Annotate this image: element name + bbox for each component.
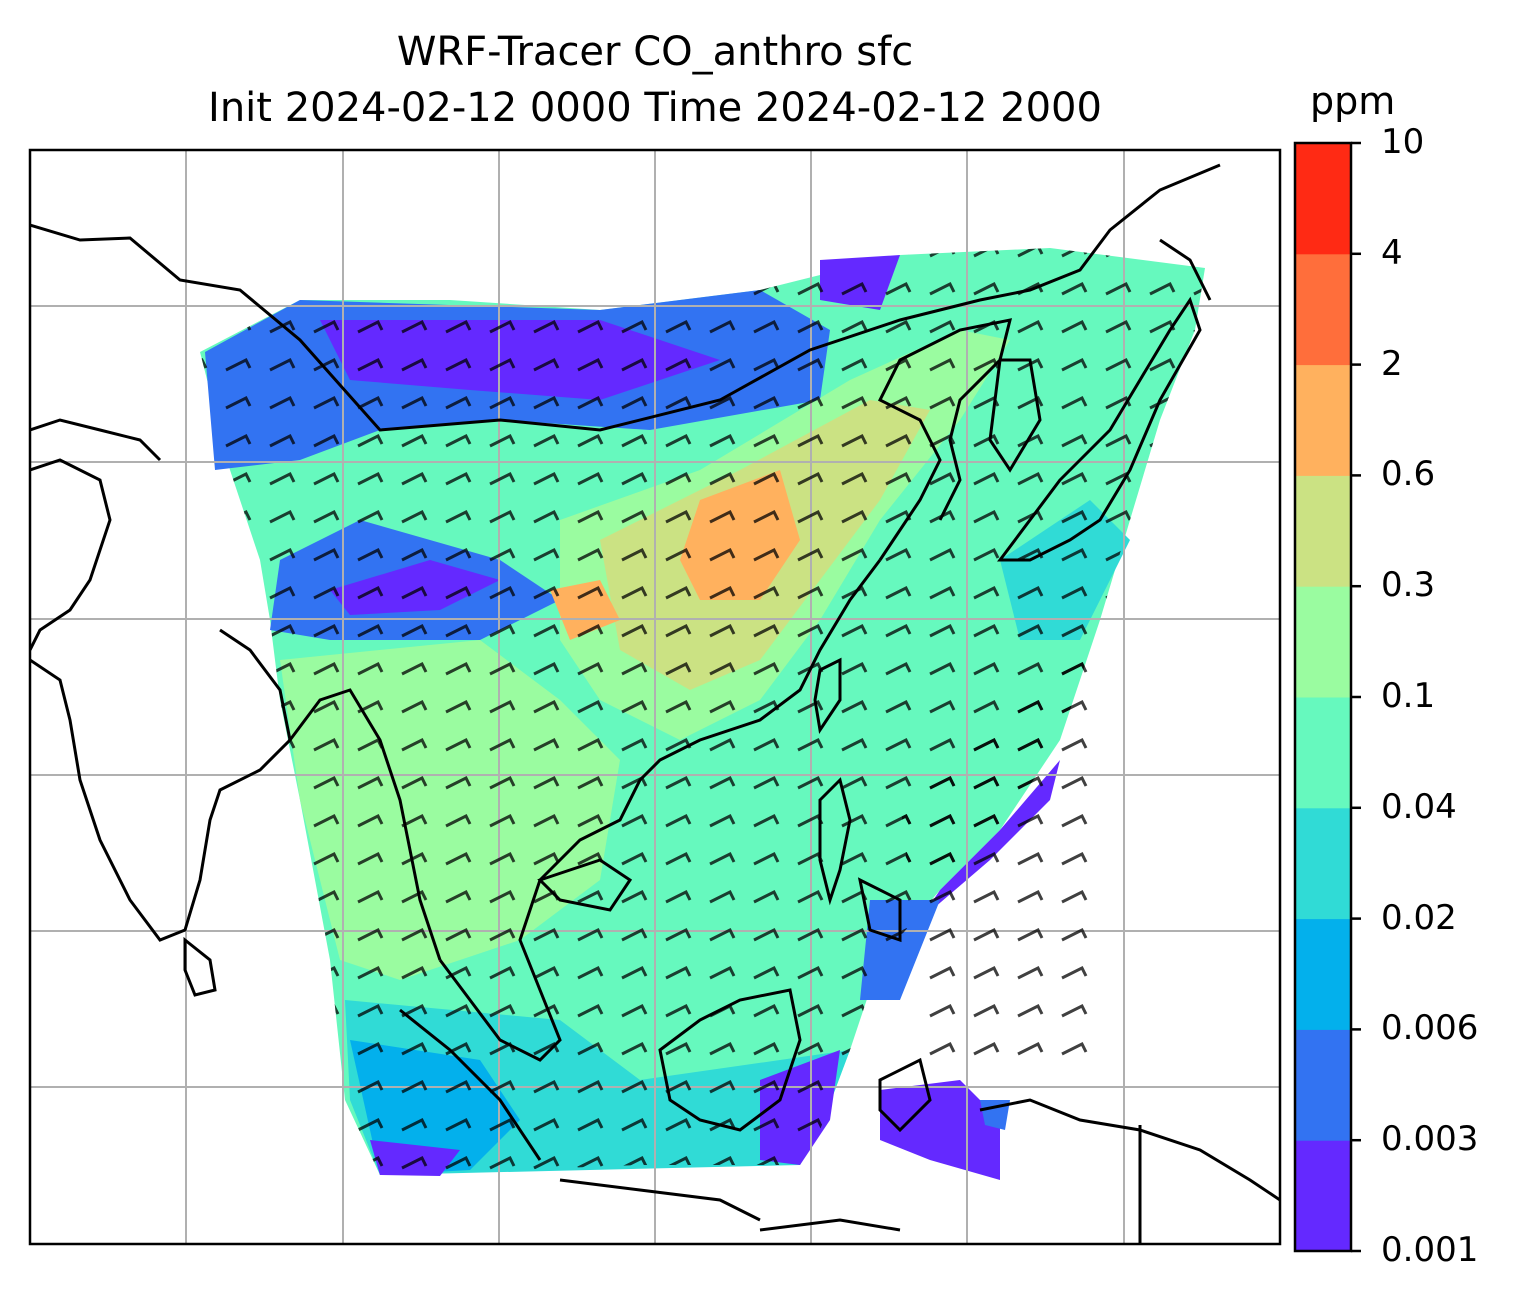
map-frame [28,148,1282,1246]
colorbar-bin [1295,143,1351,255]
colorbar-tick-label: 0.04 [1381,786,1457,827]
colorbar-tick-label: 0.6 [1381,454,1436,495]
map-title-line2: Init 2024-02-12 0000 Time 2024-02-12 200… [208,85,1102,131]
colorbar-bin [1295,253,1351,366]
colorbar [1293,141,1361,1253]
wind-barbs-ocean [900,640,1100,1080]
colorbar-tick-label: 10 [1381,122,1425,162]
colorbar-bin [1295,1140,1351,1252]
colorbar-unit-label: ppm [1310,79,1396,123]
colorbar-bin [1295,475,1351,587]
colorbar-bin [1295,807,1351,920]
colorbar-tick-label: 0.3 [1381,565,1436,606]
colorbar-bin [1295,918,1351,1030]
colorbar-bin [1295,1029,1351,1141]
colorbar-tick-label: 0.006 [1381,1008,1479,1049]
map-title-line1: WRF-Tracer CO_anthro sfc [396,29,914,75]
colorbar-tick-label: 0.1 [1381,676,1436,716]
colorbar-tick-label: 2 [1381,343,1403,384]
colorbar-tick-label: 0.001 [1381,1230,1479,1270]
map-content [30,150,1280,1244]
wind-barbs [200,248,1205,1175]
colorbar-tick-label: 4 [1381,232,1403,273]
colorbar-bin [1295,364,1351,476]
colorbar-bin [1295,586,1351,698]
colorbar-bin [1295,697,1351,809]
colorbar-tick-label: 0.02 [1381,897,1457,938]
colorbar-tick-label: 0.003 [1381,1119,1479,1160]
